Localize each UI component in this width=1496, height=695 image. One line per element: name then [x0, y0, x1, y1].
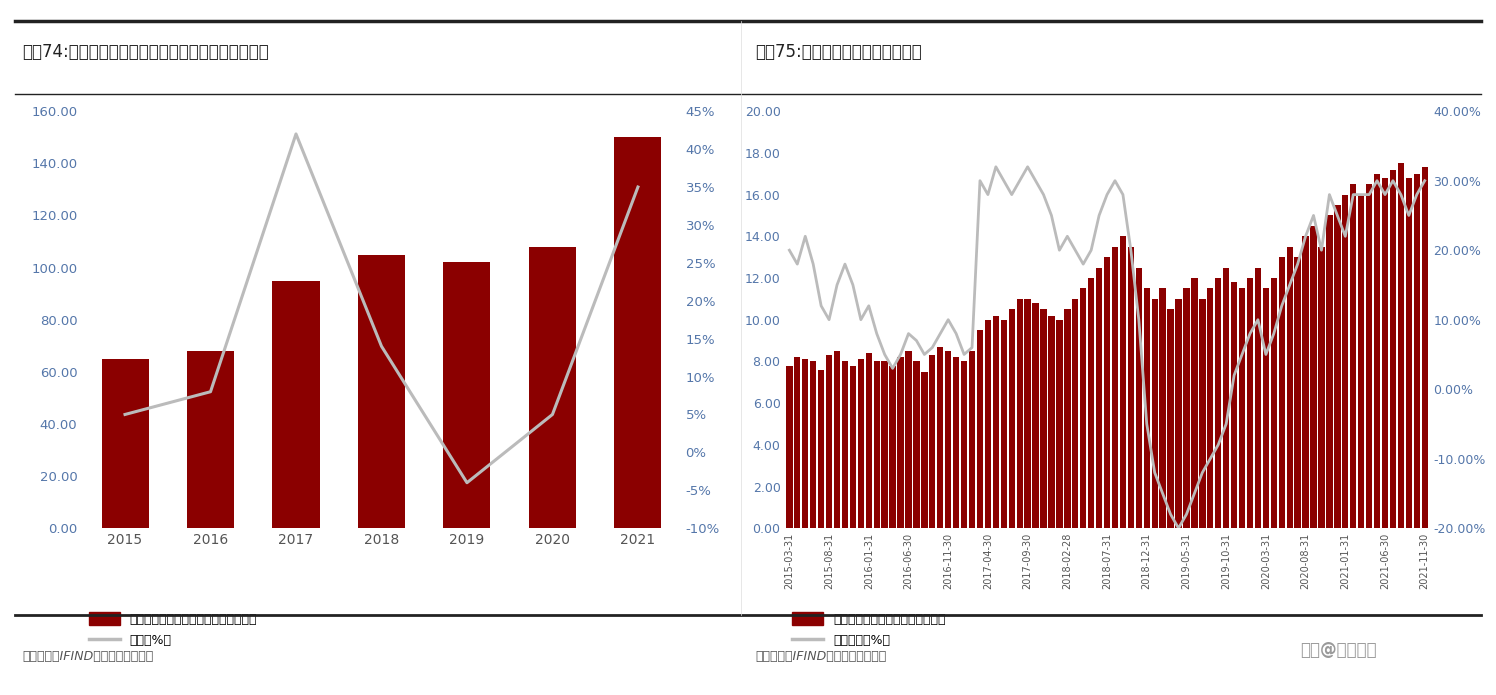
- Bar: [898, 357, 904, 528]
- Bar: [826, 355, 832, 528]
- Bar: [1080, 288, 1086, 528]
- Bar: [977, 330, 983, 528]
- Bar: [890, 366, 896, 528]
- Bar: [1318, 247, 1324, 528]
- Bar: [1097, 268, 1103, 528]
- Bar: [1025, 299, 1031, 528]
- Text: 资料来源：IFIND，万联证券研究所: 资料来源：IFIND，万联证券研究所: [22, 651, 154, 663]
- Bar: [866, 353, 872, 528]
- Bar: [1200, 299, 1206, 528]
- Text: 图表75:中国半导体销售金额及同比: 图表75:中国半导体销售金额及同比: [755, 43, 922, 61]
- Bar: [102, 359, 148, 528]
- Bar: [1239, 288, 1245, 528]
- Bar: [936, 347, 944, 528]
- Bar: [1406, 178, 1412, 528]
- Legend: 全球半导体产业资本支出（十亿美元）, 同比（%）: 全球半导体产业资本支出（十亿美元）, 同比（%）: [88, 612, 257, 647]
- Bar: [993, 316, 999, 528]
- Bar: [1303, 236, 1309, 528]
- Bar: [960, 361, 968, 528]
- Bar: [1073, 299, 1079, 528]
- Bar: [1421, 167, 1427, 528]
- Bar: [1349, 184, 1357, 528]
- Bar: [1104, 257, 1110, 528]
- Bar: [1255, 268, 1261, 528]
- Bar: [794, 357, 800, 528]
- Bar: [833, 351, 841, 528]
- Bar: [1207, 288, 1213, 528]
- Bar: [358, 254, 405, 528]
- Bar: [1294, 257, 1302, 528]
- Bar: [1334, 205, 1340, 528]
- Bar: [1049, 316, 1055, 528]
- Bar: [922, 372, 928, 528]
- Bar: [1310, 226, 1316, 528]
- Bar: [1088, 278, 1095, 528]
- Bar: [1224, 268, 1230, 528]
- Bar: [1366, 184, 1372, 528]
- Bar: [1327, 215, 1333, 528]
- Bar: [809, 361, 817, 528]
- Bar: [1128, 247, 1134, 528]
- Text: 图表74:全球半导体产业资本支出（十亿美元）及同比: 图表74:全球半导体产业资本支出（十亿美元）及同比: [22, 43, 269, 61]
- Bar: [1159, 288, 1165, 528]
- Bar: [929, 355, 935, 528]
- Bar: [615, 138, 661, 528]
- Bar: [1056, 320, 1062, 528]
- Bar: [1135, 268, 1141, 528]
- Bar: [1414, 174, 1420, 528]
- Bar: [1342, 195, 1348, 528]
- Bar: [787, 366, 793, 528]
- Bar: [1191, 278, 1198, 528]
- Bar: [1064, 309, 1071, 528]
- Bar: [1112, 247, 1118, 528]
- Bar: [443, 262, 491, 528]
- Bar: [1167, 309, 1174, 528]
- Bar: [1176, 299, 1182, 528]
- Bar: [842, 361, 848, 528]
- Bar: [874, 361, 880, 528]
- Bar: [945, 351, 951, 528]
- Bar: [881, 361, 887, 528]
- Bar: [1231, 282, 1237, 528]
- Bar: [802, 359, 808, 528]
- Bar: [1382, 178, 1388, 528]
- Bar: [1373, 174, 1381, 528]
- Bar: [1183, 288, 1189, 528]
- Bar: [1397, 163, 1405, 528]
- Bar: [1016, 299, 1023, 528]
- Bar: [1143, 288, 1150, 528]
- Bar: [1040, 309, 1047, 528]
- Text: 资料来源：IFIND，万联证券研究所: 资料来源：IFIND，万联证券研究所: [755, 651, 887, 663]
- Bar: [913, 361, 920, 528]
- Bar: [905, 351, 911, 528]
- Bar: [1119, 236, 1126, 528]
- Bar: [953, 357, 959, 528]
- Bar: [187, 351, 233, 528]
- Bar: [857, 359, 865, 528]
- Bar: [1390, 170, 1396, 528]
- Bar: [1152, 299, 1158, 528]
- Bar: [969, 351, 975, 528]
- Bar: [1032, 303, 1038, 528]
- Bar: [1215, 278, 1221, 528]
- Bar: [1263, 288, 1269, 528]
- Bar: [984, 320, 990, 528]
- Bar: [1358, 195, 1364, 528]
- Bar: [1001, 320, 1007, 528]
- Bar: [850, 366, 856, 528]
- Bar: [818, 370, 824, 528]
- Bar: [1008, 309, 1014, 528]
- Bar: [1270, 278, 1278, 528]
- Bar: [1279, 257, 1285, 528]
- Text: 头条@远瞻智库: 头条@远瞻智库: [1300, 641, 1378, 659]
- Bar: [272, 281, 320, 528]
- Legend: 中国半导体销售金额（十亿美元）, 当月同比（%）: 中国半导体销售金额（十亿美元）, 当月同比（%）: [791, 612, 945, 647]
- Bar: [1287, 247, 1293, 528]
- Bar: [530, 247, 576, 528]
- Bar: [1246, 278, 1254, 528]
